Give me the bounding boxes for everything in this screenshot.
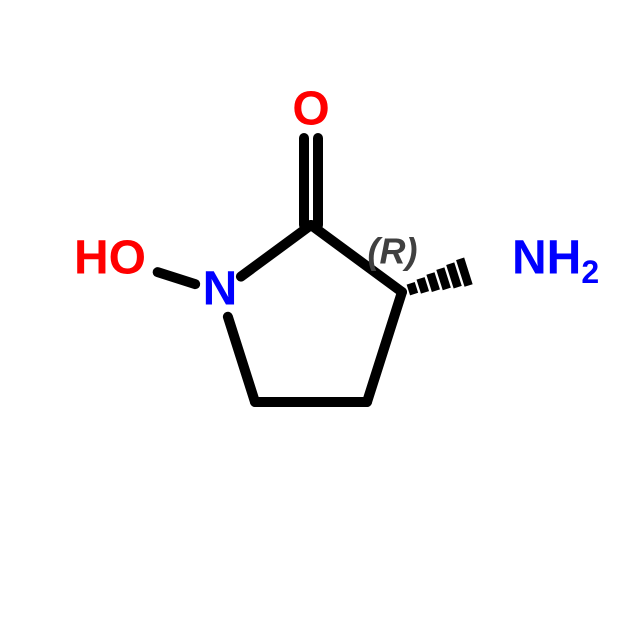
molecule-diagram: O N HO NH2 (R): [0, 0, 623, 623]
amine-label: NH2: [512, 232, 599, 291]
oxygen-label: O: [292, 83, 329, 136]
nitrogen-label: N: [203, 263, 238, 316]
labels-layer: O N HO NH2 (R): [74, 83, 599, 316]
hydroxyl-label: HO: [74, 232, 146, 285]
stereo-label: (R): [368, 231, 418, 272]
